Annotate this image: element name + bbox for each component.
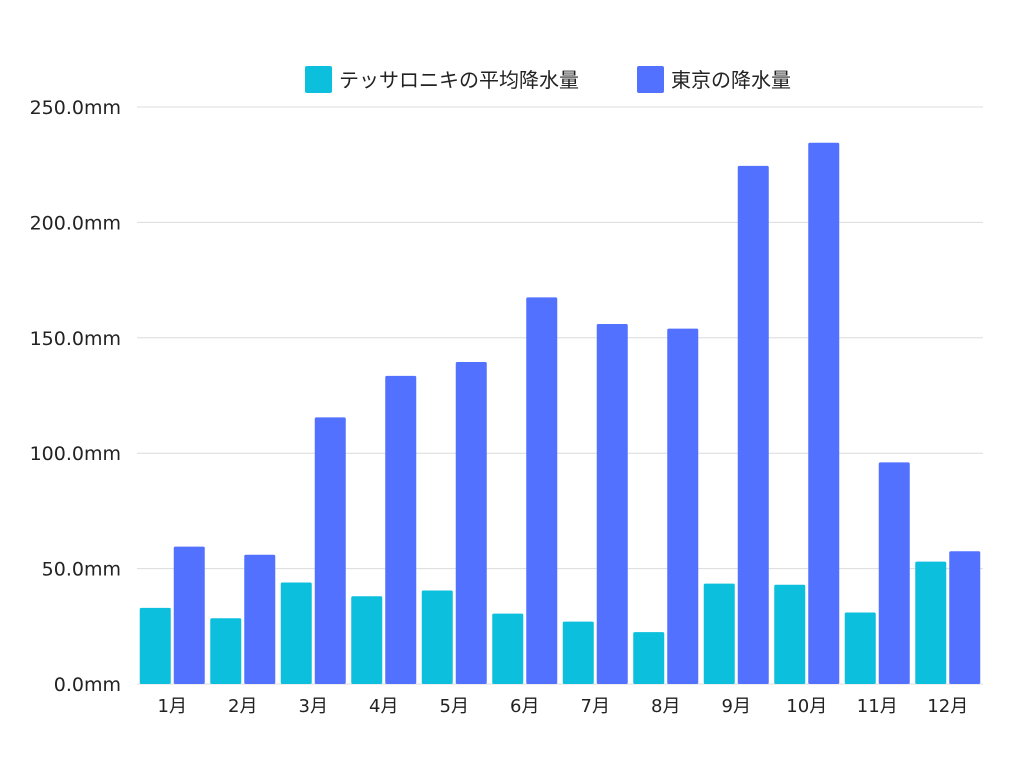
- x-tick-label: 8月: [651, 696, 680, 717]
- bar-series-1: [280, 582, 312, 684]
- x-tick-label: 1月: [158, 696, 187, 717]
- x-tick-label: 3月: [299, 696, 328, 717]
- y-tick-label: 0.0mm: [54, 674, 121, 696]
- bar-series-1: [492, 613, 524, 684]
- bar-series-2: [385, 375, 417, 684]
- bar-series-1: [703, 583, 735, 684]
- bar-series-2: [244, 554, 276, 684]
- bar-series-2: [173, 546, 205, 684]
- bars: [139, 142, 981, 685]
- bar-series-2: [596, 323, 628, 684]
- legend-swatch: [305, 66, 332, 93]
- x-tick-label: 4月: [369, 696, 398, 717]
- bar-series-2: [808, 142, 840, 685]
- x-axis: 1月 2月 3月 4月 5月 6月 7月 8月 9月 10月 11月 12月: [158, 696, 969, 717]
- bar-series-1: [351, 596, 383, 684]
- bar-series-2: [737, 165, 769, 684]
- bar-series-2: [667, 328, 699, 684]
- bar-series-1: [562, 621, 594, 684]
- y-tick-label: 150.0mm: [30, 328, 121, 350]
- x-tick-label: 6月: [510, 696, 539, 717]
- legend-swatch: [637, 66, 664, 93]
- y-tick-label: 250.0mm: [30, 97, 121, 119]
- bar-series-2: [526, 297, 558, 684]
- x-tick-label: 9月: [722, 696, 751, 717]
- bar-series-1: [915, 561, 947, 684]
- y-tick-label: 50.0mm: [42, 559, 121, 581]
- bar-series-1: [774, 584, 806, 684]
- y-tick-label: 100.0mm: [30, 443, 121, 465]
- bar-series-1: [633, 632, 665, 684]
- bar-series-2: [314, 417, 346, 684]
- y-axis: 0.0mm 50.0mm 100.0mm 150.0mm 200.0mm 250.0mm: [30, 97, 121, 696]
- x-tick-label: 11月: [857, 696, 898, 717]
- bar-series-1: [421, 590, 453, 684]
- bar-series-1: [210, 618, 242, 684]
- y-tick-label: 200.0mm: [30, 212, 121, 234]
- bar-series-2: [949, 551, 981, 684]
- x-tick-label: 12月: [927, 696, 968, 717]
- bar-series-1: [139, 607, 171, 684]
- legend-label: テッサロニキの平均降水量: [339, 68, 579, 92]
- x-tick-label: 2月: [228, 696, 257, 717]
- x-tick-label: 7月: [581, 696, 610, 717]
- bar-series-2: [455, 362, 487, 684]
- x-tick-label: 5月: [440, 696, 469, 717]
- bar-series-1: [844, 612, 876, 684]
- x-tick-label: 10月: [786, 696, 827, 717]
- grid: [137, 106, 983, 685]
- legend-label: 東京の降水量: [671, 68, 791, 92]
- bar-series-2: [878, 462, 910, 684]
- legend: テッサロニキの平均降水量 東京の降水量: [305, 66, 791, 93]
